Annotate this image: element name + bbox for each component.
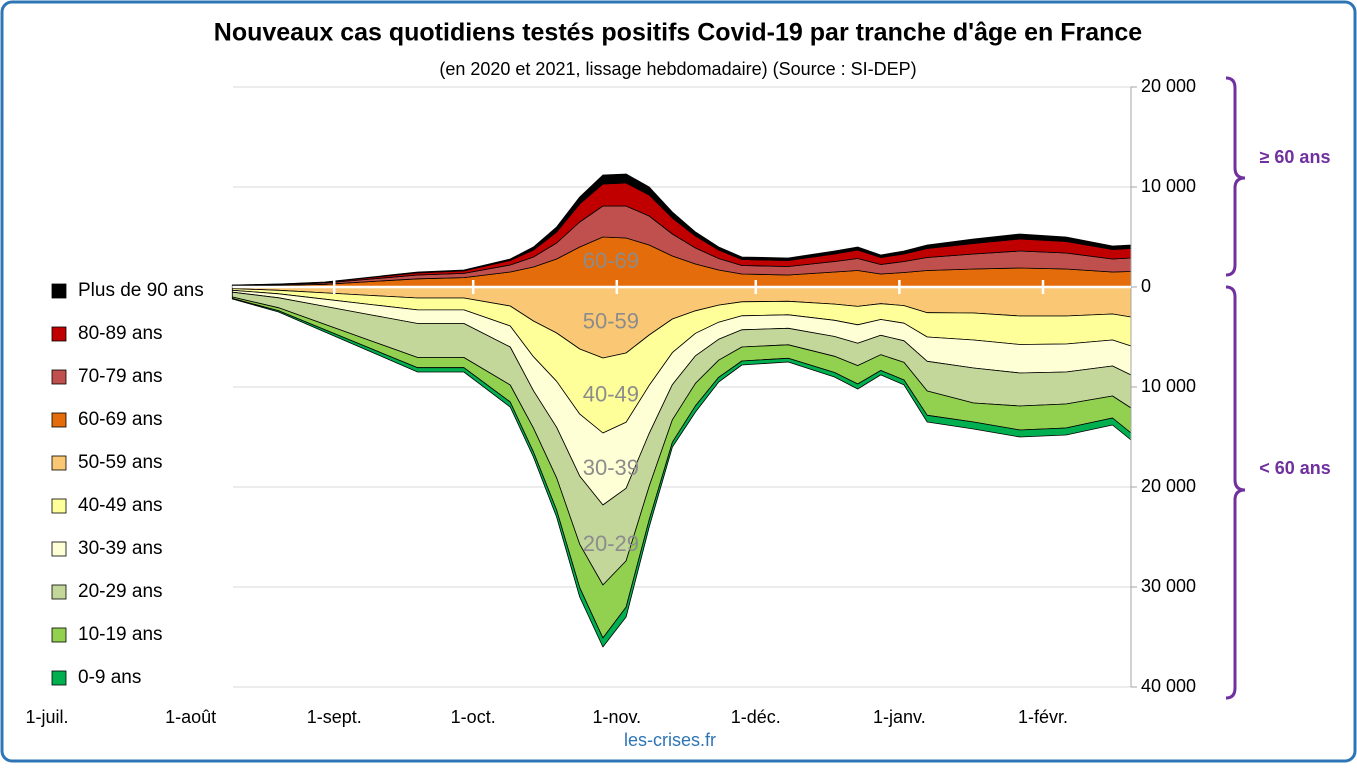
legend-swatch [51, 627, 67, 643]
legend-swatch [51, 369, 67, 385]
legend-label: 40-49 ans [78, 495, 163, 516]
y-tick-label: 20 000 [1141, 76, 1196, 96]
legend-label: 50-59 ans [78, 452, 163, 473]
legend-label: 60-69 ans [78, 409, 163, 430]
legend-label: 70-79 ans [78, 366, 163, 387]
y-tick-label: 30 000 [1141, 576, 1196, 596]
bracket [1225, 285, 1246, 700]
legend-swatch [51, 412, 67, 428]
bracket-label: < 60 ans [1259, 458, 1331, 478]
x-tick-label: 1-déc. [731, 707, 781, 727]
legend-swatch [51, 455, 67, 471]
legend-swatch [51, 670, 67, 686]
legend-swatch [51, 584, 67, 600]
legend-label: 80-89 ans [78, 323, 163, 344]
y-tick-label: 20 000 [1141, 476, 1196, 496]
legend-swatch [51, 541, 67, 557]
bracket [1225, 76, 1246, 277]
legend-swatch [51, 283, 67, 299]
y-tick-label: 0 [1141, 276, 1151, 296]
area-label: 30-39 [583, 455, 639, 480]
legend-label: 10-19 ans [78, 624, 163, 645]
legend-swatch [51, 326, 67, 342]
x-tick-label: 1-juil. [25, 707, 68, 727]
legend-swatch [51, 498, 67, 514]
area-label: 20-29 [583, 531, 639, 556]
footer: les-crises.fr [624, 730, 716, 750]
chart-title: Nouveaux cas quotidiens testés positifs … [214, 19, 1143, 47]
y-tick-label: 40 000 [1141, 676, 1196, 696]
areas [231, 173, 1132, 648]
legend-label: 30-39 ans [78, 538, 163, 559]
y-tick-label: 10 000 [1141, 376, 1196, 396]
overlay: 20 000 10 000 0 10 000 20 000 30 000 40 000 1-j… [25, 76, 1196, 727]
x-tick-label: 1-janv. [873, 707, 926, 727]
area-label: 60-69 [583, 248, 639, 273]
legend-label: 20-29 ans [78, 581, 163, 602]
legend-label: Plus de 90 ans [78, 280, 204, 301]
x-tick-label: 1-sept. [307, 707, 362, 727]
legend-label: 0-9 ans [78, 667, 141, 688]
bracket-label: ≥ 60 ans [1260, 147, 1331, 167]
chart-subtitle: (en 2020 et 2021, lissage hebdomadaire) … [439, 59, 916, 79]
area-label: 50-59 [583, 308, 639, 333]
area-label: 40-49 [583, 381, 639, 406]
x-tick-label: 1-févr. [1018, 707, 1068, 727]
y-tick-label: 10 000 [1141, 176, 1196, 196]
x-tick-label: 1-oct. [451, 707, 496, 727]
x-tick-label: 1-août [165, 707, 216, 727]
x-tick-label: 1-nov. [592, 707, 641, 727]
